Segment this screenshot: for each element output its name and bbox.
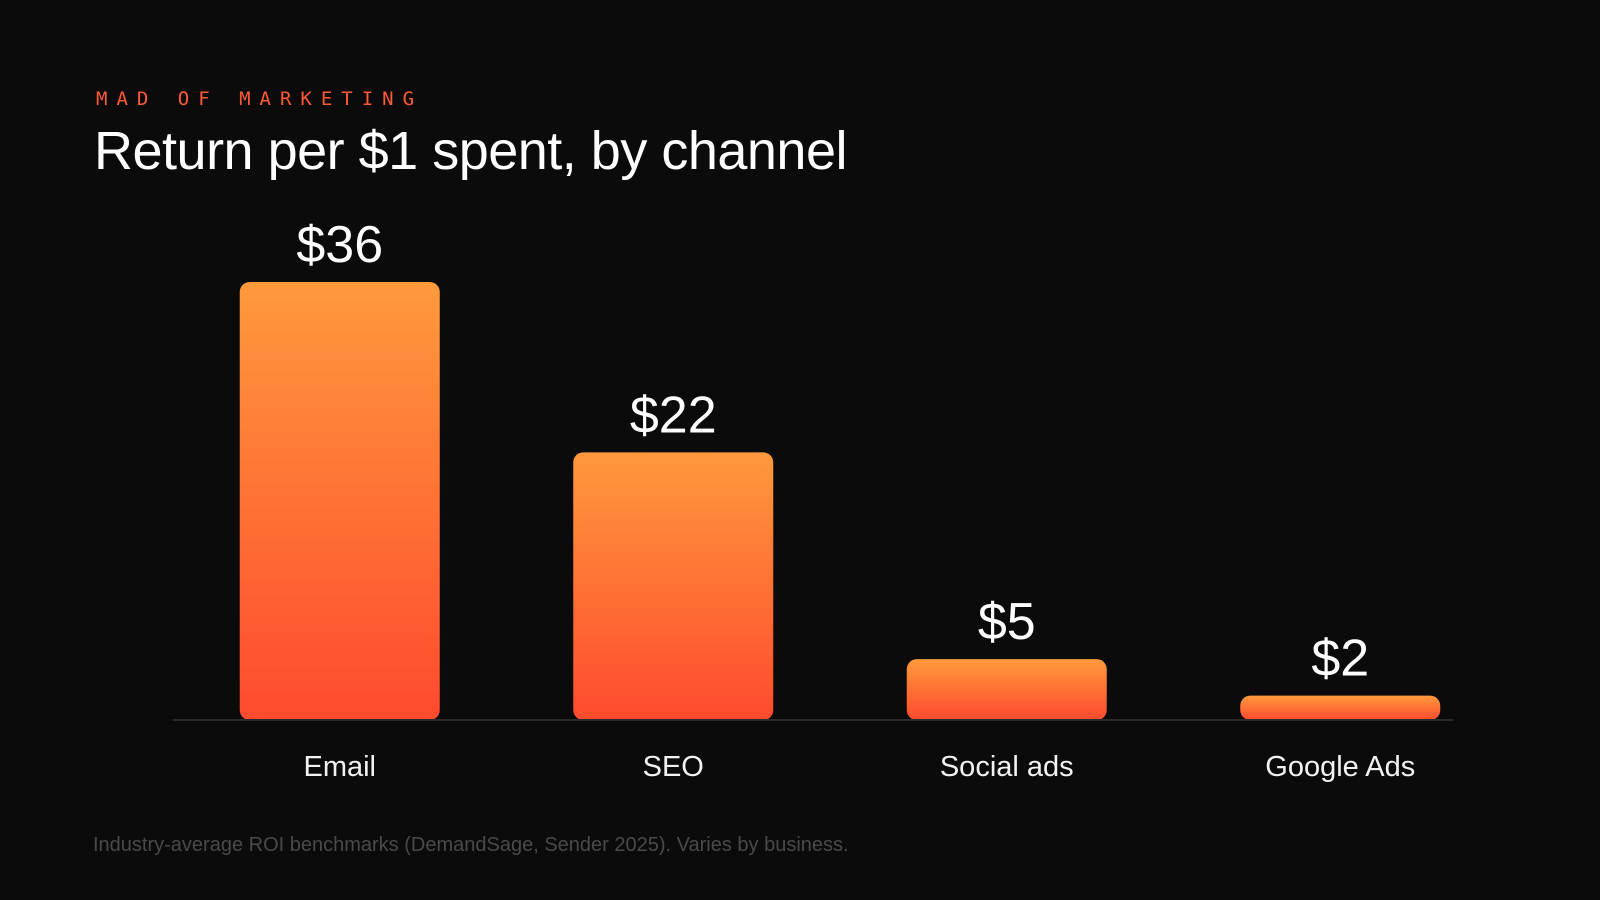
source-footnote: Industry-average ROI benchmarks (DemandS… (93, 834, 849, 856)
value-label: $36 (296, 216, 383, 274)
category-label: Social ads (940, 751, 1074, 783)
bar-google-ads (1240, 695, 1441, 720)
value-label: $5 (978, 593, 1036, 651)
bar-email (239, 282, 440, 720)
category-label: SEO (643, 751, 704, 783)
eyebrow-label: MAD OF MARKETING (96, 88, 424, 110)
value-label: $2 (1311, 630, 1369, 688)
bar-seo (573, 452, 774, 720)
chart-title: Return per $1 spent, by channel (94, 121, 848, 181)
category-label: Google Ads (1265, 751, 1415, 783)
category-label: Email (303, 751, 376, 783)
labels-group: $36 Email $22 SEO $5 Social ads $2 Google Ads (296, 216, 1415, 783)
value-label: $22 (630, 386, 717, 444)
bar-social-ads (906, 659, 1107, 720)
bars-group (239, 282, 1441, 720)
